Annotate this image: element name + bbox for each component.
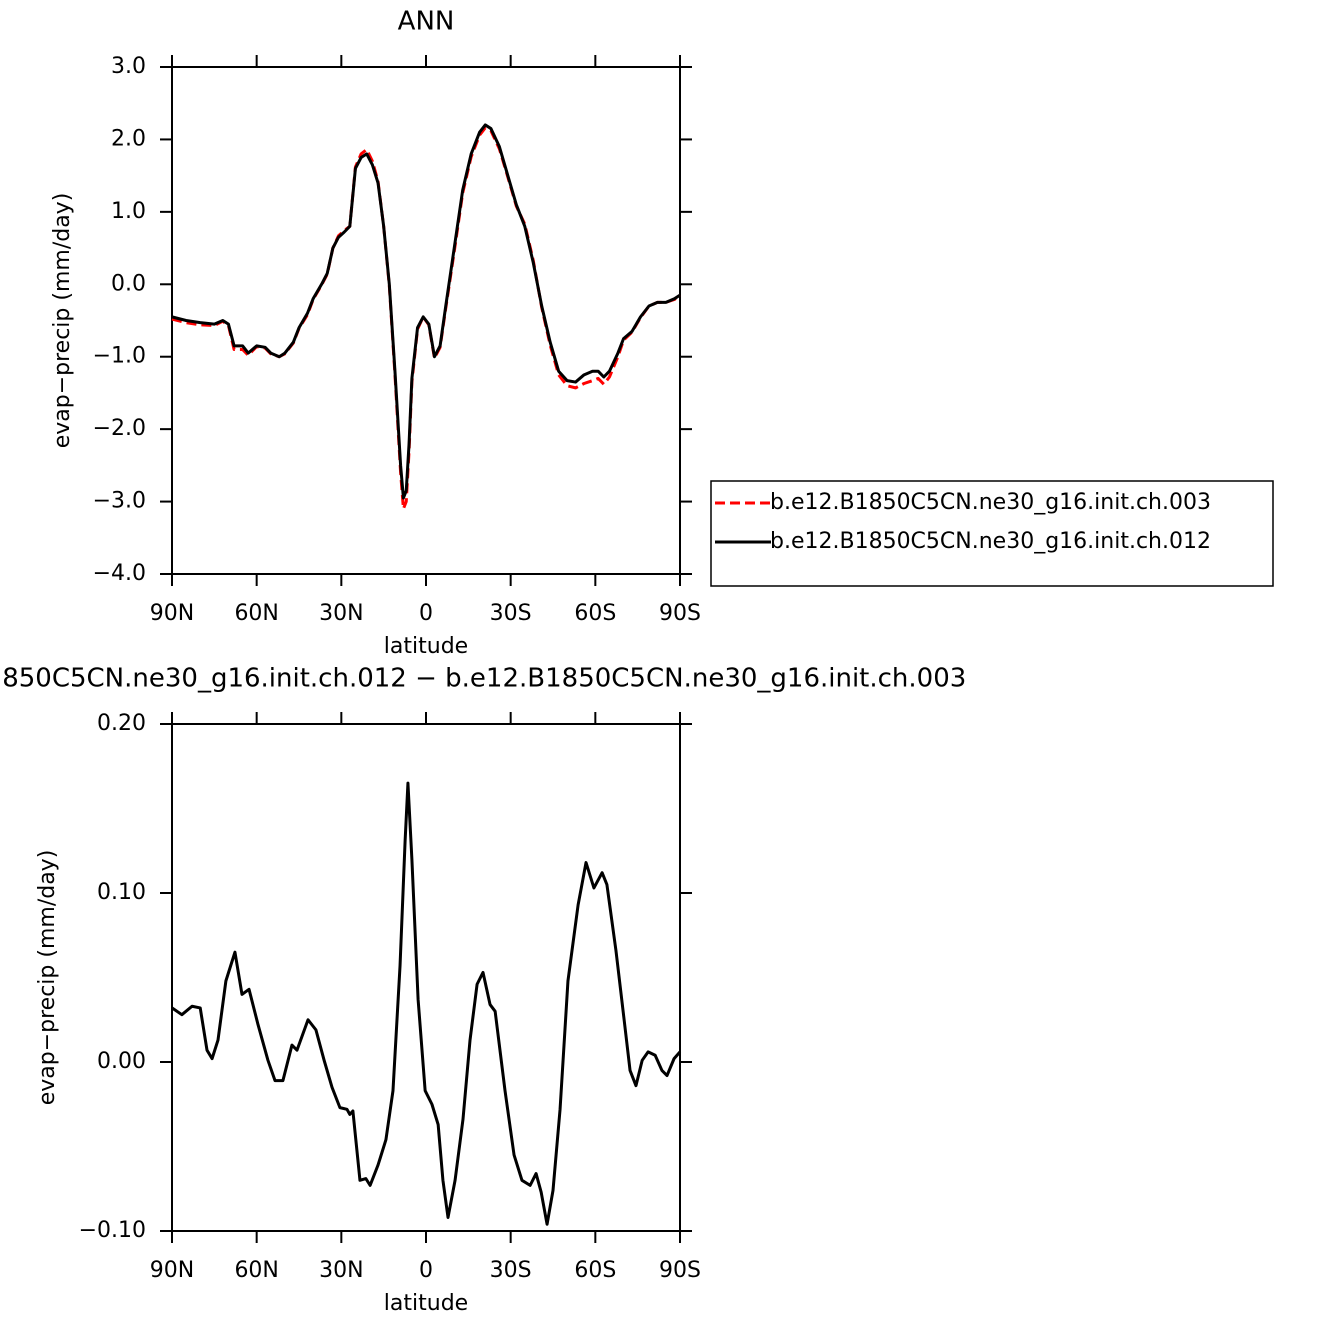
y-axis-label: evap−precip (mm/day) (50, 193, 75, 449)
y-tick-label: 0.10 (97, 880, 146, 905)
x-tick-label: 60S (574, 601, 616, 626)
x-axis-label: latitude (384, 634, 468, 659)
plot-frame (171, 723, 681, 1232)
x-tick-label: 0 (419, 601, 433, 626)
y-tick-label: 3.0 (111, 54, 146, 79)
y-tick-label: 0.0 (111, 271, 146, 296)
x-tick-label: 30S (490, 1258, 532, 1283)
x-tick-label: 60S (574, 1258, 616, 1283)
legend-box (710, 480, 1274, 587)
x-tick-label: 90S (659, 601, 701, 626)
x-tick-label: 90S (659, 1258, 701, 1283)
x-tick-label: 60N (234, 1258, 278, 1283)
legend-label: b.e12.B1850C5CN.ne30_g16.init.ch.003 (770, 490, 1211, 515)
x-axis-label: latitude (384, 1291, 468, 1316)
chart-title: b.e12.B1850C5CN.ne30_g16.init.ch.012 − b… (0, 664, 966, 694)
x-tick-label: 30N (319, 1258, 363, 1283)
y-tick-label: −4.0 (93, 561, 146, 586)
data-line (171, 781, 682, 1226)
data-line (171, 123, 681, 500)
y-tick-label: −0.10 (79, 1218, 146, 1243)
y-tick-label: −2.0 (93, 416, 146, 441)
x-tick-label: 90N (150, 1258, 194, 1283)
y-tick-label: −1.0 (93, 344, 146, 369)
y-tick-label: −3.0 (93, 489, 146, 514)
chart-title: ANN (398, 7, 455, 37)
legend-label: b.e12.B1850C5CN.ne30_g16.init.ch.012 (770, 529, 1211, 554)
y-axis-label: evap−precip (mm/day) (35, 850, 60, 1106)
y-tick-label: 0.20 (97, 711, 146, 736)
y-tick-label: 1.0 (111, 199, 146, 224)
x-tick-label: 30S (490, 601, 532, 626)
y-tick-label: 2.0 (111, 126, 146, 151)
x-tick-label: 90N (150, 601, 194, 626)
x-tick-label: 0 (419, 1258, 433, 1283)
y-tick-label: 0.00 (97, 1049, 146, 1074)
x-tick-label: 30N (319, 601, 363, 626)
x-tick-label: 60N (234, 601, 278, 626)
